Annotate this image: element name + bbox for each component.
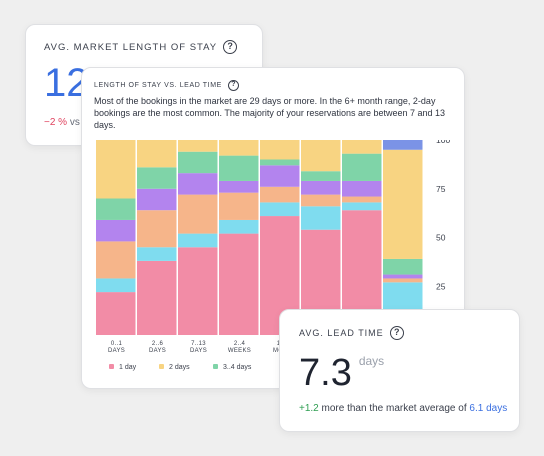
x-tick-label: 2..6 [152,341,164,347]
x-tick-label: DAYS [190,348,207,354]
help-icon[interactable]: ? [227,80,239,91]
lead-time-value: 7.3 [299,352,352,394]
help-icon[interactable]: ? [389,326,404,340]
bar-segment [137,167,177,189]
legend-swatch [109,364,114,369]
bar-segment [137,210,177,248]
bar-segment [342,202,382,211]
lead-compare-text: more than the market average of [321,403,467,414]
legend-item: 2 days [169,364,190,371]
x-tick-label: DAYS [108,348,125,354]
bar-segment [219,219,259,234]
bar-segment [96,198,136,220]
bar-segment [96,241,136,279]
market-card-title: AVG. MARKET LENGTH OF STAY [44,41,218,53]
chart-card-title: LENGTH OF STAY VS. LEAD TIME [94,82,222,89]
bar-segment [178,247,218,335]
bar-segment [137,260,177,335]
market-delta-suffix: vs [69,117,80,128]
market-average-link[interactable]: 6.1 days [469,403,508,414]
bar-segment [383,258,423,275]
market-delta-value: −2 % [44,117,68,128]
bar-segment [219,180,259,193]
bar-segment [96,292,136,335]
bar-segment [178,233,218,248]
lead-delta: +1.2 [299,403,319,414]
chart-card-header: LENGTH OF STAY VS. LEAD TIME ? [94,80,452,91]
bar-segment [342,180,382,197]
bar-segment [383,278,423,283]
bar-segment [260,202,300,217]
y-tick-label: 100 [436,140,450,145]
bar-segment [342,153,382,181]
bar-segment [301,171,341,181]
bar-segment [96,278,136,293]
bar-segment [301,180,341,195]
bar-segment [219,140,259,156]
x-tick-label: DAYS [149,348,166,354]
market-card-header: AVG. MARKET LENGTH OF STAY ? [44,40,244,54]
bar-segment [96,219,136,242]
bar-segment [301,194,341,207]
bar-segment [219,155,259,181]
legend-item: 1 day [119,364,137,371]
lead-card-header: AVG. LEAD TIME ? [299,326,500,340]
bar-segment [383,149,423,259]
x-tick-label: 2..4 [234,341,246,347]
bar-segment [301,206,341,230]
bar-segment [219,192,259,220]
bar-segment [260,140,300,160]
y-tick-label: 25 [436,281,446,291]
lead-comparison: +1.2 more than the market average of 6.1… [299,403,507,414]
avg-lead-time-card: AVG. LEAD TIME ? 7.3 days +1.2 more than… [279,309,520,432]
y-tick-label: 75 [436,184,446,194]
chart-description: Most of the bookings in the market are 2… [94,96,446,130]
market-delta: −2 % vs [44,117,80,128]
bar-segment [178,151,218,174]
stacked-bar-chart: 1007550250..1DAYS2..6DAYS7..13DAYS2..4WE… [96,140,450,371]
bar-segment [178,173,218,195]
bar-segment [219,233,259,335]
bar-segment [260,159,300,166]
bar-segment [137,188,177,211]
bar-segment [96,140,136,199]
lead-value-row: 7.3 days [299,352,384,395]
bar-segment [260,186,300,203]
help-icon[interactable]: ? [223,40,238,54]
y-tick-label: 50 [436,233,446,243]
x-tick-label: 7..13 [191,341,206,347]
bar-segment [137,140,177,168]
lead-card-title: AVG. LEAD TIME [299,328,384,338]
bar-segment [178,140,218,152]
bar-segment [383,140,423,150]
legend-swatch [159,364,164,369]
x-tick-label: 0..1 [111,341,123,347]
bar-segment [260,165,300,187]
bar-segment [137,247,177,261]
bar-segment [301,140,341,172]
bar-segment [342,140,382,154]
legend-swatch [213,364,218,369]
bar-segment [383,274,423,279]
bar-segment [342,196,382,203]
bar-segment [178,194,218,234]
lead-time-unit: days [358,354,385,368]
legend-item: 3..4 days [223,364,252,371]
x-tick-label: WEEKS [228,348,251,354]
